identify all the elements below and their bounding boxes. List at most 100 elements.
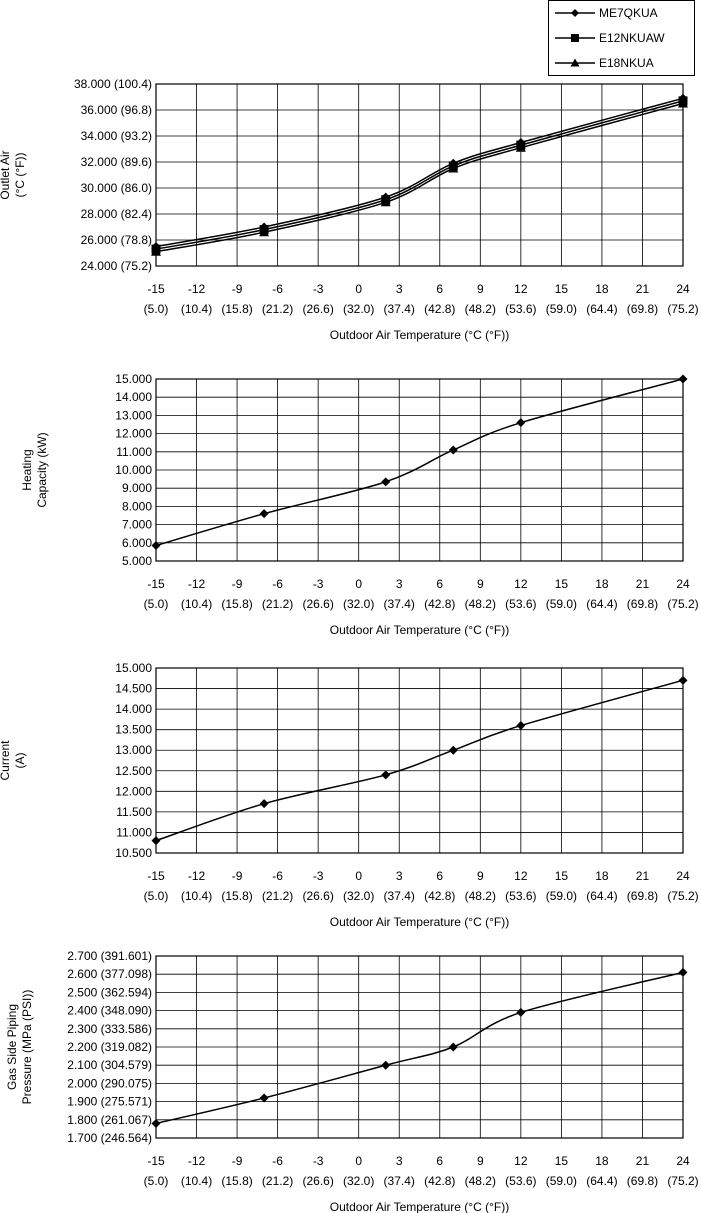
y-tick-label: 11.000 — [116, 445, 152, 459]
x-tick-label: 15 — [555, 869, 569, 883]
y-tick-label: 12.000 — [115, 784, 152, 798]
data-point — [151, 541, 161, 551]
y-tick-label: 2.400 (348.090) — [67, 1004, 152, 1018]
series-line — [155, 679, 684, 842]
x-tick-label: -6 — [272, 869, 283, 883]
x-tick-sublabel: (53.6) — [505, 1174, 536, 1188]
data-point — [678, 967, 688, 977]
x-tick-label: -15 — [147, 282, 165, 296]
data-point — [448, 163, 459, 173]
x-tick-label: -3 — [313, 282, 324, 296]
x-tick-sublabel: (26.6) — [302, 889, 333, 903]
x-tick-sublabel: (21.2) — [262, 597, 293, 611]
x-tick-sublabel: (15.8) — [221, 302, 252, 316]
x-tick-label: 6 — [436, 1154, 443, 1168]
x-tick-sublabel: (48.2) — [465, 302, 496, 316]
y-tick-label: 14.000 — [115, 390, 152, 404]
y-tick-label: 13.500 — [115, 723, 152, 737]
x-tick-label: -6 — [272, 1154, 283, 1168]
y-tick-label: 10.500 — [115, 846, 152, 860]
x-tick-sublabel: (37.4) — [384, 1174, 415, 1188]
x-tick-label: 21 — [636, 1154, 650, 1168]
y-tick-label: 26.000 (78.8) — [81, 233, 152, 247]
x-tick-sublabel: (48.2) — [465, 889, 496, 903]
x-tick-sublabel: (32.0) — [343, 889, 374, 903]
x-tick-label: 0 — [355, 1154, 362, 1168]
x-tick-label: 0 — [355, 577, 362, 591]
x-tick-sublabel: (53.6) — [505, 302, 536, 316]
x-tick-sublabel: (21.2) — [262, 1174, 293, 1188]
x-tick-sublabel: (42.8) — [424, 597, 455, 611]
data-point — [151, 246, 161, 256]
y-tick-label: 14.000 — [115, 702, 152, 716]
legend-label: E18NKUA — [599, 56, 654, 70]
y-tick-label: 30.000 (86.0) — [81, 181, 152, 195]
y-axis-title-line: (A) — [13, 753, 27, 769]
y-tick-label: 15.000 — [115, 661, 152, 675]
y-axis-title: Outlet Air(°C (°F)) — [0, 150, 27, 199]
data-point — [380, 197, 391, 207]
x-tick-sublabel: (75.2) — [667, 302, 698, 316]
y-tick-label: 6.000 — [122, 536, 152, 550]
x-tick-label: 9 — [477, 282, 484, 296]
data-point — [448, 445, 458, 455]
legend-marker-square-icon — [555, 34, 595, 42]
x-tick-label: 18 — [595, 577, 609, 591]
y-tick-label: 2.200 (319.082) — [67, 1040, 152, 1054]
y-axis-title: HeatingCapacity (kW) — [20, 432, 49, 507]
y-tick-label: 14.500 — [115, 682, 152, 696]
y-tick-label: 2.500 (362.594) — [67, 985, 152, 999]
y-tick-label: 2.300 (333.586) — [67, 1022, 152, 1036]
y-tick-label: 2.600 (377.098) — [67, 967, 152, 981]
y-tick-label: 13.000 — [115, 408, 152, 422]
data-point — [678, 675, 688, 685]
x-tick-label: -15 — [147, 869, 165, 883]
x-tick-sublabel: (26.6) — [302, 597, 333, 611]
x-tick-sublabel: (32.0) — [343, 302, 374, 316]
x-tick-label: -12 — [188, 869, 206, 883]
y-tick-label: 15.000 — [115, 372, 152, 386]
data-point — [259, 509, 269, 519]
x-tick-label: 0 — [355, 869, 362, 883]
x-tick-sublabel: (69.8) — [627, 889, 658, 903]
x-tick-sublabel: (42.8) — [424, 1174, 455, 1188]
y-tick-label: 5.000 — [122, 554, 152, 568]
x-tick-label: 12 — [514, 282, 528, 296]
x-tick-sublabel: (75.2) — [667, 597, 698, 611]
x-tick-sublabel: (53.6) — [505, 597, 536, 611]
x-tick-sublabel: (5.0) — [144, 889, 169, 903]
x-tick-sublabel: (10.4) — [181, 597, 212, 611]
y-axis-title-line: (°C (°F)) — [13, 153, 27, 198]
data-point — [259, 799, 269, 809]
y-tick-label: 38.000 (100.4) — [74, 77, 152, 91]
legend-label: E12NKUAW — [599, 31, 665, 45]
series-line — [155, 97, 684, 248]
data-point — [381, 1060, 391, 1070]
y-tick-label: 7.000 — [122, 518, 152, 532]
x-tick-label: -9 — [232, 1154, 243, 1168]
y-tick-label: 9.000 — [122, 481, 152, 495]
x-tick-label: -15 — [147, 1154, 165, 1168]
x-tick-label: 12 — [514, 869, 528, 883]
y-tick-label: 32.000 (89.6) — [81, 155, 152, 169]
x-tick-label: 18 — [595, 1154, 609, 1168]
y-tick-label: 12.500 — [115, 764, 152, 778]
x-tick-sublabel: (21.2) — [262, 302, 293, 316]
x-tick-sublabel: (64.4) — [586, 597, 617, 611]
x-tick-sublabel: (37.4) — [384, 302, 415, 316]
x-tick-label: -3 — [313, 1154, 324, 1168]
x-tick-label: 18 — [595, 282, 609, 296]
x-tick-label: 9 — [477, 1154, 484, 1168]
x-tick-label: -12 — [188, 282, 206, 296]
x-tick-label: 15 — [555, 282, 569, 296]
x-tick-sublabel: (69.8) — [627, 597, 658, 611]
series-line — [155, 378, 684, 547]
plot-frame — [155, 955, 684, 1139]
x-tick-sublabel: (59.0) — [546, 1174, 577, 1188]
data-point — [516, 1007, 526, 1017]
x-tick-sublabel: (37.4) — [384, 889, 415, 903]
data-point — [448, 1042, 458, 1052]
x-tick-label: 3 — [396, 869, 403, 883]
legend-marker-diamond-icon — [555, 9, 595, 17]
x-tick-sublabel: (48.2) — [465, 597, 496, 611]
